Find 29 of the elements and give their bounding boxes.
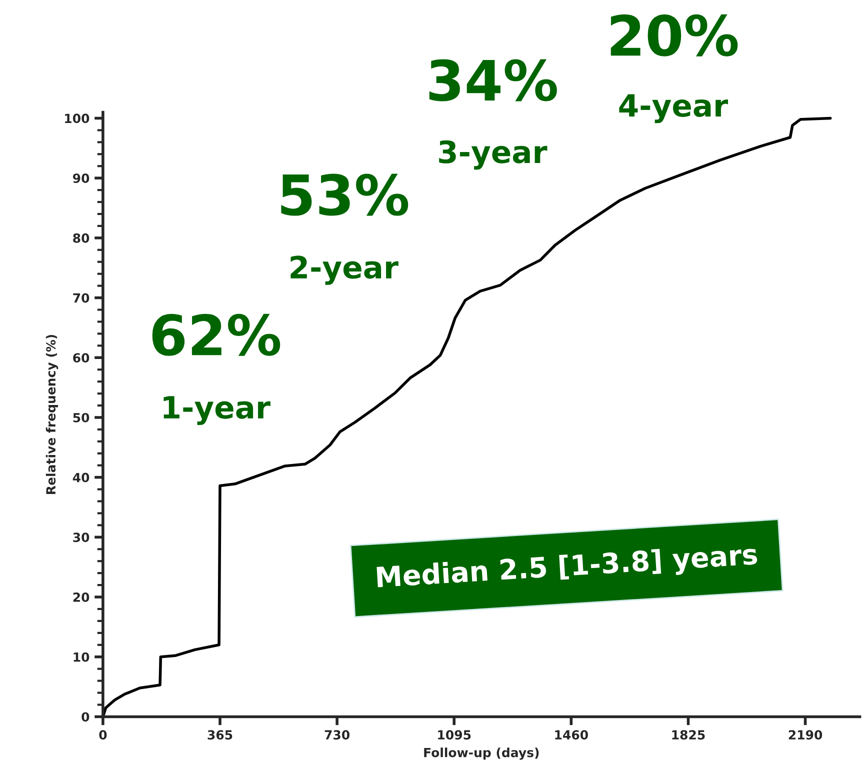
text: 20%: [610, 14, 738, 56]
y-tick-label: 40: [72, 472, 90, 482]
y-tick-label: 10: [74, 652, 90, 662]
x-tick-label: 730: [324, 730, 350, 740]
y-tick-label: 100: [65, 114, 90, 124]
y-tick-label: 30: [73, 532, 90, 542]
y-tick-label: 70: [73, 293, 90, 303]
annotation: 53%: [281, 174, 408, 216]
annotation: 1-year: [164, 396, 270, 426]
y-tick-label: 0: [82, 712, 90, 722]
text: 34%: [429, 59, 557, 102]
annotation: 3-year: [439, 140, 548, 170]
y-tick-label: 80: [73, 233, 90, 243]
y-tick-label: 50: [73, 412, 90, 422]
y-tick-label: 60: [73, 353, 90, 363]
annotation: 2-year: [290, 256, 398, 285]
annotation: 4-year: [619, 94, 728, 124]
x-tick-label: 0: [99, 730, 107, 740]
y-axis-title: Relative frequency (%): [46, 334, 58, 494]
x-tick-label: 365: [208, 730, 232, 740]
annotation: Median 2.5 [1-3.8] years: [376, 542, 758, 594]
x-tick-label: 1825: [672, 730, 705, 740]
y-tick-label: 90: [72, 174, 90, 183]
x-tick-label: 1095: [438, 730, 471, 740]
x-axis-title: Follow-up (days): [424, 748, 539, 760]
annotation: 62%: [152, 314, 280, 356]
y-tick-label: 20: [73, 592, 90, 602]
x-tick-label: 1460: [555, 730, 588, 740]
x-tick-label: 2190: [788, 730, 822, 740]
